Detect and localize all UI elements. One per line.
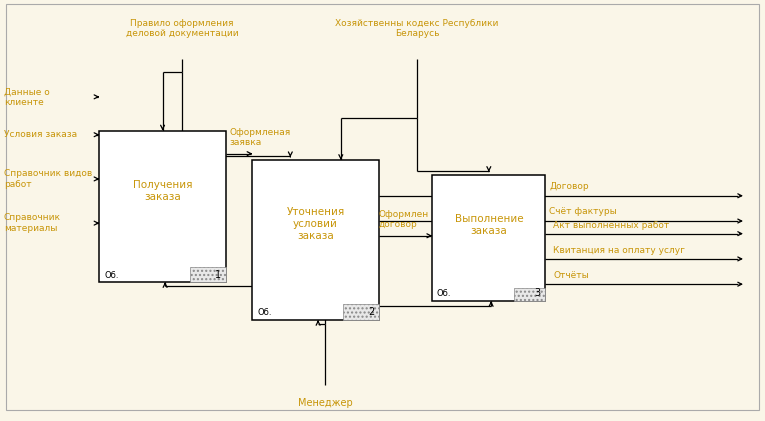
Text: Акт выполненных работ: Акт выполненных работ — [553, 221, 669, 230]
Text: Об.: Об. — [437, 290, 451, 298]
Text: Договор: Договор — [549, 182, 589, 191]
Text: Уточнения
условий
заказа: Уточнения условий заказа — [286, 208, 345, 240]
Text: Счёт фактуры: Счёт фактуры — [549, 207, 617, 216]
Bar — [514, 288, 545, 301]
Text: Данные о
клиенте: Данные о клиенте — [4, 87, 50, 107]
Text: Правило оформления
деловой документации: Правило оформления деловой документации — [125, 19, 239, 38]
Bar — [432, 175, 545, 301]
Text: Оформлен
договор: Оформлен договор — [379, 210, 429, 229]
Text: Оформленая
заявка: Оформленая заявка — [230, 128, 291, 147]
Text: Отчёты: Отчёты — [553, 272, 589, 280]
Bar — [99, 131, 226, 282]
Text: 2: 2 — [368, 307, 374, 317]
Text: Справочник видов
работ: Справочник видов работ — [4, 169, 92, 189]
Text: Квитанция на оплату услуг: Квитанция на оплату услуг — [553, 246, 685, 255]
Text: 3: 3 — [535, 288, 541, 298]
Text: 1: 1 — [215, 269, 221, 280]
Text: Условия заказа: Условия заказа — [4, 130, 77, 139]
Text: Выполнение
заказа: Выполнение заказа — [454, 214, 523, 236]
Text: Менеджер: Менеджер — [298, 398, 353, 408]
Text: Об.: Об. — [104, 271, 119, 280]
Bar — [252, 160, 379, 320]
Text: Справочник
материалы: Справочник материалы — [4, 213, 61, 233]
Bar — [190, 267, 226, 282]
Bar — [343, 304, 379, 320]
Text: Об.: Об. — [257, 309, 272, 317]
Text: Хозяйственны кодекс Республики
Беларусь: Хозяйственны кодекс Республики Беларусь — [335, 19, 499, 38]
Text: Получения
заказа: Получения заказа — [133, 180, 192, 202]
